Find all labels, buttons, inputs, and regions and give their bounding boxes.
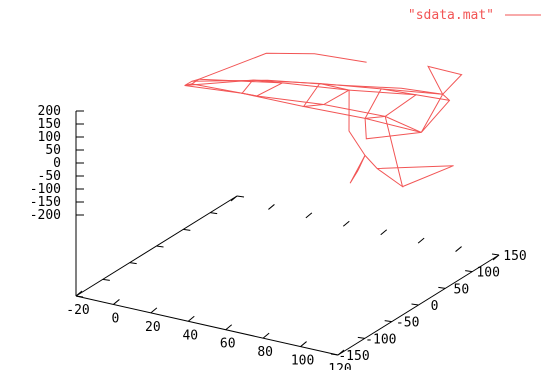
z-tick-label: 100 — [38, 130, 61, 145]
z-tick-label: 0 — [53, 156, 61, 171]
series-line-segment — [349, 155, 366, 184]
y-tick-label: -150 — [338, 349, 369, 364]
axes-group — [75, 111, 500, 356]
z-tick-label: 50 — [45, 143, 61, 158]
y-tick-label: -50 — [396, 316, 419, 331]
y-tick-mark-back — [236, 195, 245, 198]
x-tick-mark — [300, 341, 307, 347]
x-tick-label: 20 — [145, 320, 161, 335]
x-tick-mark — [225, 324, 233, 331]
series-line-segment — [364, 118, 422, 140]
x-tick-mark-back — [268, 204, 275, 210]
x-tick-label: 60 — [220, 337, 236, 352]
z-tick-label: -100 — [30, 182, 61, 197]
x-tick-mark-back — [305, 212, 313, 219]
x-tick-mark — [75, 290, 83, 297]
tick-group: 200150100500-50-100-150-200-200204060801… — [30, 104, 527, 370]
y-tick-label: 50 — [454, 282, 470, 297]
y-tick-mark — [330, 353, 339, 356]
x-tick-mark-back — [380, 229, 388, 236]
y-tick-label: 150 — [503, 249, 526, 264]
x-axis-line — [75, 295, 339, 356]
z-tick-label: -50 — [38, 169, 61, 184]
z-tick-label: -150 — [30, 195, 61, 210]
x-tick-label: -20 — [66, 303, 89, 318]
z-tick-label: -200 — [30, 208, 61, 223]
series-line-segment — [198, 52, 367, 80]
y-tick-mark — [465, 270, 473, 273]
x-tick-mark-back — [455, 246, 462, 252]
series-line-segment — [302, 83, 351, 108]
x-tick-mark — [337, 349, 345, 356]
y-tick-label: 0 — [431, 299, 439, 314]
y-tick-mark-back — [210, 212, 218, 215]
y-tick-mark-back — [129, 262, 137, 265]
y-tick-mark-back — [75, 295, 84, 298]
y-tick-mark — [357, 336, 365, 339]
x-tick-mark-back — [230, 195, 238, 202]
x-tick-label: 120 — [328, 362, 351, 370]
x-tick-label: 40 — [182, 328, 198, 343]
x-tick-mark-back — [492, 254, 500, 261]
series-group — [184, 52, 463, 188]
legend-label: "sdata.mat" — [408, 8, 494, 23]
y-tick-mark-back — [156, 245, 164, 248]
y-tick-mark — [491, 253, 500, 256]
x-tick-label: 0 — [112, 311, 120, 326]
y-tick-mark-back — [183, 228, 191, 231]
y-tick-mark — [438, 286, 446, 289]
x-tick-label: 100 — [291, 354, 314, 369]
x-tick-mark-back — [417, 237, 425, 244]
z-tick-label: 150 — [38, 117, 61, 132]
x-tick-label: 80 — [257, 345, 273, 360]
series-line-segment — [348, 90, 366, 171]
x-tick-mark-back — [342, 220, 350, 227]
series-line-segment — [364, 116, 404, 188]
x-tick-mark — [262, 332, 270, 339]
y-tick-mark-back — [102, 278, 110, 281]
x-tick-mark — [187, 315, 195, 322]
z-tick-label: 200 — [38, 104, 61, 119]
series-line-segment — [241, 79, 285, 97]
series-line-segment — [377, 165, 454, 188]
y-tick-label: 100 — [476, 266, 499, 281]
x-tick-mark — [150, 307, 158, 314]
series-line-segment — [420, 93, 451, 133]
series-line-segment — [191, 79, 443, 95]
y-tick-label: -100 — [365, 332, 396, 347]
legend: "sdata.mat" — [408, 8, 541, 23]
series-line-segment — [427, 65, 463, 95]
y-tick-mark — [411, 303, 419, 306]
x-tick-mark — [113, 299, 120, 305]
y-tick-mark — [384, 320, 392, 323]
